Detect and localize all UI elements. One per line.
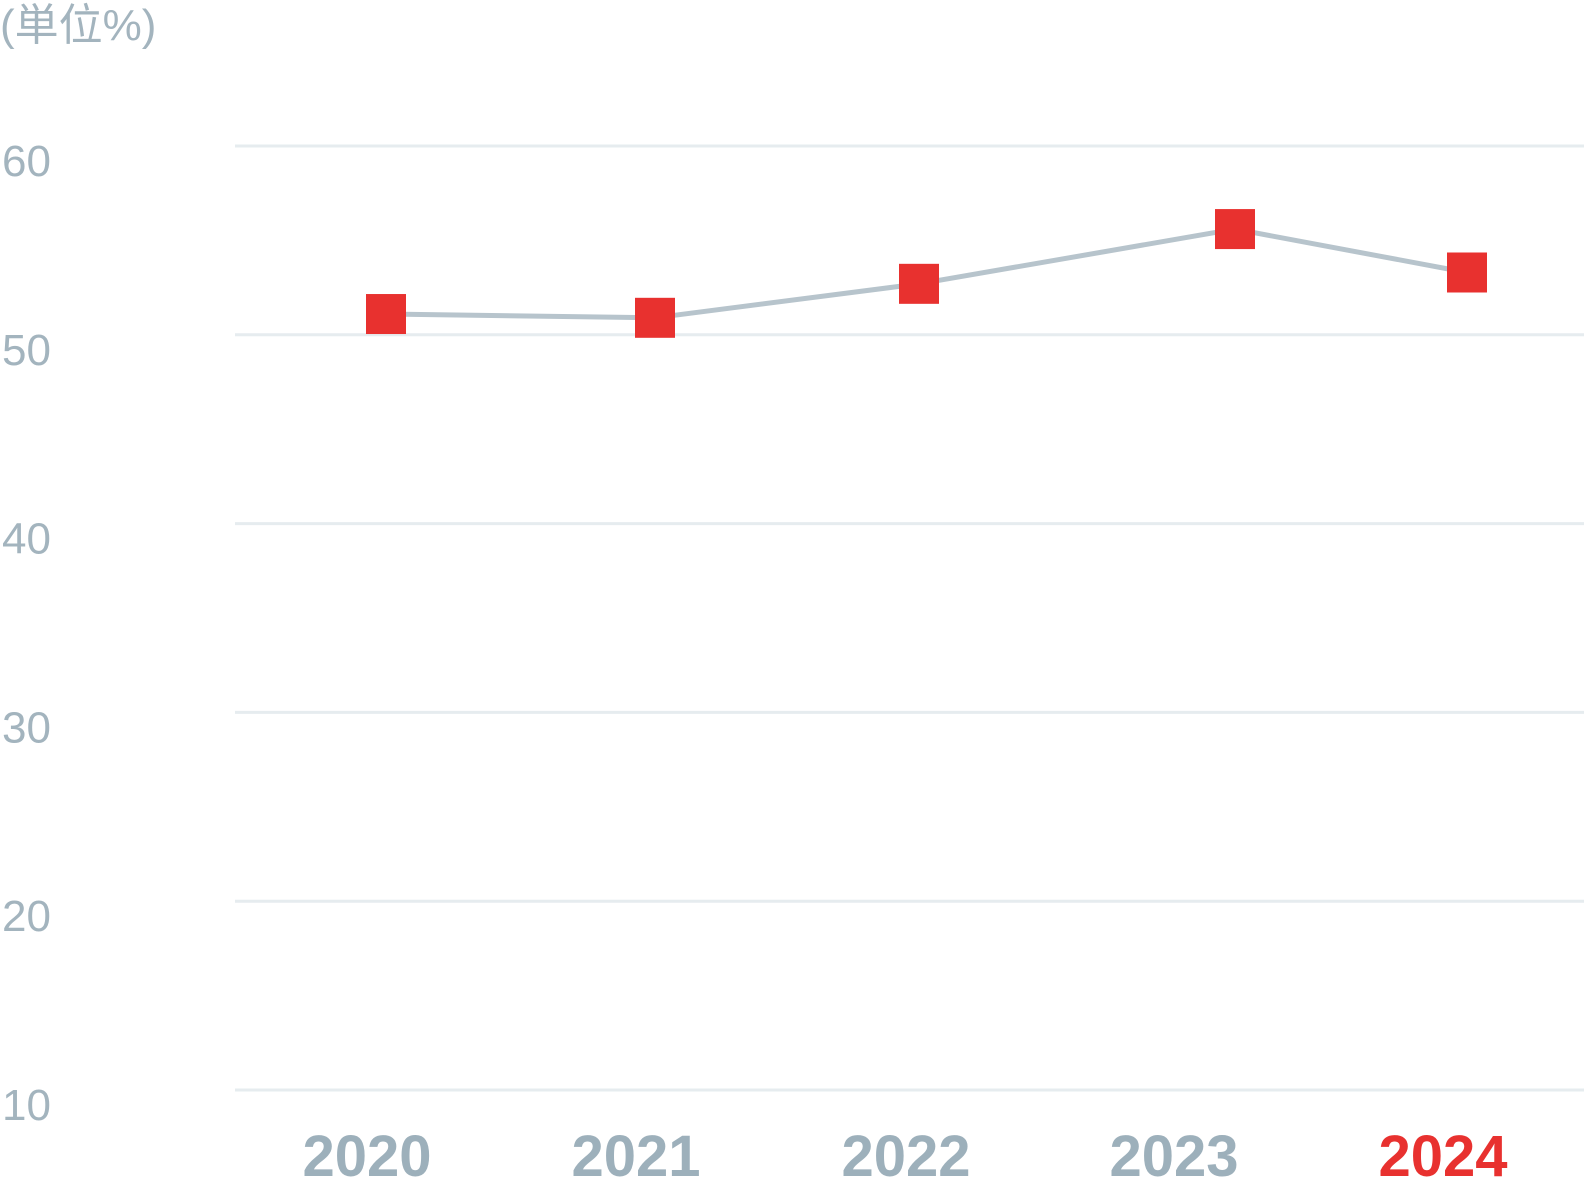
marker-2021 xyxy=(635,297,675,338)
y-tick-label-10: 10 xyxy=(2,1081,51,1130)
y-tick-label-50: 50 xyxy=(2,326,51,375)
x-tick-label-2024: 2024 xyxy=(1378,1124,1507,1189)
y-tick-label-60: 60 xyxy=(2,137,51,186)
marker-2023 xyxy=(1215,209,1255,250)
marker-2024 xyxy=(1447,252,1487,293)
x-tick-label-2022: 2022 xyxy=(841,1124,970,1189)
y-axis-ticks: 60 50 40 30 20 10 xyxy=(2,137,51,1130)
unit-label: (単位%) xyxy=(0,1,156,50)
x-axis-ticks: 2020 2021 2022 2023 2024 xyxy=(302,1124,1507,1189)
y-tick-label-20: 20 xyxy=(2,892,51,941)
marker-2022 xyxy=(899,263,939,304)
y-tick-label-30: 30 xyxy=(2,703,51,752)
x-tick-label-2023: 2023 xyxy=(1109,1124,1238,1189)
y-tick-label-40: 40 xyxy=(2,515,51,564)
marker-2020 xyxy=(366,294,406,335)
x-tick-label-2020: 2020 xyxy=(302,1124,431,1189)
data-markers xyxy=(366,209,1487,338)
gridlines xyxy=(235,144,1584,1092)
x-tick-label-2021: 2021 xyxy=(571,1124,700,1189)
